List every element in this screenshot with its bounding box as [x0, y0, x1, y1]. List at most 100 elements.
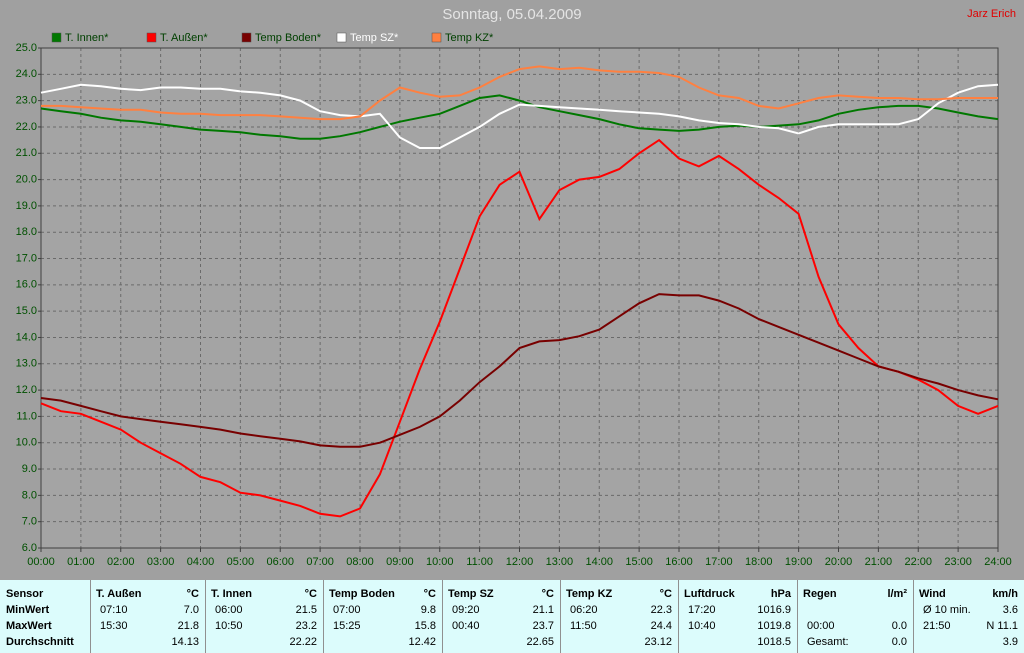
x-tick-label: 11:00 [466, 556, 493, 568]
y-tick-label: 10.0 [16, 437, 37, 449]
y-tick-label: 12.0 [16, 384, 37, 396]
cell-value: 23.12 [644, 636, 672, 648]
y-tick-label: 24.0 [16, 68, 37, 80]
series-line [40, 138, 999, 518]
y-tick-label: 22.0 [16, 121, 37, 133]
column-header: Luftdruck [684, 588, 735, 600]
y-tick-label: 8.0 [22, 489, 37, 501]
y-tick-label: 18.0 [16, 226, 37, 238]
legend-swatch [51, 32, 62, 43]
column-separator [90, 580, 91, 653]
column-header: T. Außen [96, 588, 142, 600]
x-tick-label: 06:00 [266, 556, 294, 568]
cell-value: 0.0 [891, 620, 907, 632]
column-header: Temp KZ [566, 588, 613, 600]
y-tick-label: 9.0 [22, 463, 37, 475]
x-tick-label: 04:00 [187, 556, 215, 568]
y-tick-label: 6.0 [22, 542, 37, 554]
cell-time: 09:20 [452, 604, 480, 616]
cell-value: 12.42 [408, 636, 436, 648]
x-tick-label: 07:00 [306, 556, 334, 568]
series-line [40, 83, 999, 149]
cell-time: 07:00 [333, 604, 361, 616]
y-tick-label: 15.0 [16, 305, 37, 317]
x-tick-label: 21:00 [865, 556, 893, 568]
chart: Sonntag, 05.04.2009 Jarz Erich 6.0 7.0 8.0… [16, 6, 1016, 568]
column-header: T. Innen [211, 588, 252, 600]
x-tick-label: 24:00 [984, 556, 1012, 568]
x-tick-label: 15:00 [625, 556, 653, 568]
column-header: Wind [919, 588, 946, 600]
cell-time: 11:50 [570, 620, 597, 632]
x-tick-label: 14:00 [585, 556, 613, 568]
cell-value: 0.0 [891, 636, 907, 648]
cell-value: N 11.1 [986, 620, 1018, 632]
cell-time: 10:40 [688, 620, 716, 632]
row-label: MinWert [6, 604, 50, 616]
column-separator [678, 580, 679, 653]
column-unit: °C [659, 588, 672, 600]
y-tick-label: 7.0 [22, 516, 37, 528]
cell-value: 9.8 [420, 604, 436, 616]
cell-value: 3.6 [1002, 604, 1018, 616]
cell-value: 21.5 [295, 604, 317, 616]
column-separator [560, 580, 561, 653]
cell-value: 23.7 [532, 620, 554, 632]
cell-value: 1019.8 [757, 620, 791, 632]
x-tick-label: 16:00 [665, 556, 693, 568]
cell-value: 21.8 [177, 620, 199, 632]
column-header: Sensor [6, 588, 44, 600]
cell-time: 06:20 [570, 604, 598, 616]
x-tick-label: 10:00 [426, 556, 454, 568]
x-tick-label: 08:00 [346, 556, 374, 568]
cell-value: 21.1 [532, 604, 554, 616]
plot-frame [40, 47, 999, 549]
x-tick-label: 22:00 [904, 556, 932, 568]
cell-value: 15.8 [414, 620, 436, 632]
chart-title: Sonntag, 05.04.2009 [442, 6, 581, 23]
column-unit: °C [304, 588, 317, 600]
x-tick-label: 05:00 [227, 556, 255, 568]
cell-time: Gesamt: [807, 636, 849, 648]
legend-swatch [336, 32, 347, 43]
cell-value: 7.0 [183, 604, 199, 616]
x-tick-label: 09:00 [386, 556, 414, 568]
legend-label: T. Außen* [160, 32, 208, 44]
legend-swatch [241, 32, 252, 43]
cell-value: 22.22 [289, 636, 317, 648]
x-tick-label: 01:00 [67, 556, 95, 568]
column-header: Temp Boden [329, 588, 395, 600]
y-tick-label: 20.0 [16, 173, 37, 185]
cell-time: 17:20 [688, 604, 716, 616]
cell-time: 06:00 [215, 604, 243, 616]
x-tick-label: 02:00 [107, 556, 135, 568]
cell-value: 14.13 [171, 636, 199, 648]
legend-label: T. Innen* [65, 32, 109, 44]
cell-time: 00:40 [452, 620, 480, 632]
column-unit: °C [541, 588, 554, 600]
stats-table: Sensor T. Außen °C T. Innen °C Temp Boden °C Te… [0, 580, 1024, 653]
cell-value: 3.9 [1002, 636, 1018, 648]
row-label: MaxWert [6, 620, 52, 632]
x-tick-label: 17:00 [705, 556, 733, 568]
column-header: Regen [803, 588, 837, 600]
column-separator [205, 580, 206, 653]
column-unit: l/m² [887, 588, 907, 600]
y-tick-label: 14.0 [16, 331, 37, 343]
cell-time: 10:50 [215, 620, 243, 632]
column-separator [797, 580, 798, 653]
x-tick-label: 19:00 [785, 556, 813, 568]
cell-value: 22.65 [526, 636, 554, 648]
column-unit: °C [186, 588, 199, 600]
x-tick-label: 00:00 [27, 556, 55, 568]
column-header: Temp SZ [448, 588, 494, 600]
series-line [40, 94, 999, 140]
series-line [41, 65, 998, 121]
series-line [40, 293, 999, 448]
legend-swatch [146, 32, 157, 43]
cell-time: Ø 10 min. [923, 604, 971, 616]
x-tick-label: 18:00 [745, 556, 773, 568]
y-tick-label: 16.0 [16, 279, 37, 291]
y-tick-label: 21.0 [16, 147, 37, 159]
cell-value: 1018.5 [757, 636, 791, 648]
